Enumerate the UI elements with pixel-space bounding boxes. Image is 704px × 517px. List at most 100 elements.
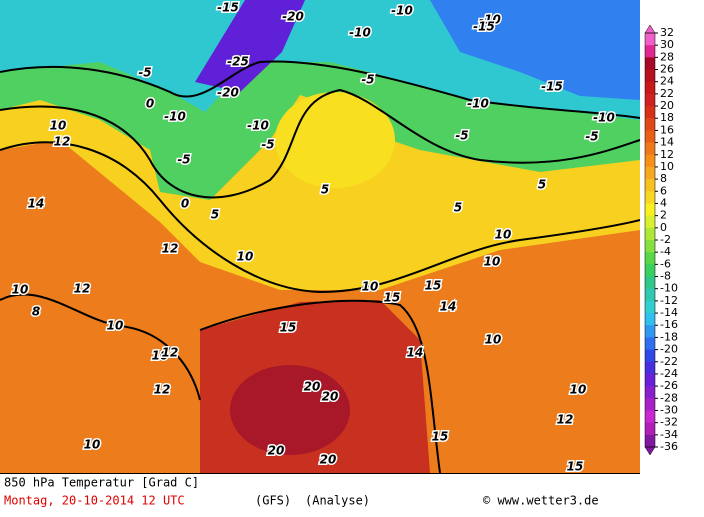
colorbar-label: -4 <box>660 245 671 258</box>
contour-label: 15 <box>425 279 442 293</box>
contour-label: -20 <box>282 10 304 24</box>
colorbar-label: 28 <box>660 50 674 63</box>
contour-label: -10 <box>391 4 413 18</box>
colorbar-band <box>645 386 655 399</box>
contour-label: 5 <box>321 183 329 197</box>
contour-label: 12 <box>154 383 171 397</box>
colorbar-label: 32 <box>660 26 674 39</box>
contour-label: 12 <box>162 242 179 256</box>
contour-label: 10 <box>84 438 101 452</box>
colorbar-label: -2 <box>660 233 671 246</box>
colorbar-label: 24 <box>660 75 674 88</box>
colorbar-label: -18 <box>660 330 678 343</box>
colorbar-cap <box>644 446 656 456</box>
contour-label: -5 <box>138 66 151 80</box>
colorbar-band <box>645 276 655 290</box>
footer-model: (GFS) <box>255 494 291 508</box>
colorbar-band <box>645 81 655 95</box>
contour-label: 10 <box>485 333 502 347</box>
colorbar-label: 2 <box>660 209 667 222</box>
contour-label: 10 <box>484 255 501 269</box>
colorbar-label: 10 <box>660 160 674 173</box>
contour-label: 20 <box>320 453 337 467</box>
colorbar-band <box>645 57 655 71</box>
contour-label: 10 <box>570 383 587 397</box>
colorbar-label: 16 <box>660 123 674 136</box>
colorbar-label: 8 <box>660 172 667 185</box>
colorbar-band <box>645 179 655 192</box>
colorbar-label: 22 <box>660 87 674 100</box>
colorbar-band <box>645 93 655 107</box>
contour-label: -5 <box>177 153 190 167</box>
colorbar-label: 12 <box>660 148 674 161</box>
colorbar: 32302826242220181614121086420-2-4-6-8-10… <box>644 24 678 456</box>
contour-line <box>199 299 441 474</box>
contour-label: -10 <box>593 111 615 125</box>
colorbar-band <box>645 69 655 83</box>
contour-label: -10 <box>479 13 501 27</box>
colorbar-band <box>645 215 655 229</box>
contour-label: 12 <box>557 413 574 427</box>
colorbar-band <box>645 288 655 302</box>
contour-label: 15 <box>280 321 297 335</box>
contour-label: -25 <box>227 55 249 69</box>
contour-label: 12 <box>162 346 179 360</box>
colorbar-band <box>645 106 655 119</box>
contour-label: 0 <box>181 197 189 211</box>
colorbar-label: 6 <box>660 184 667 197</box>
contour-label: 14 <box>28 197 45 211</box>
colorbar-band <box>645 33 655 46</box>
colorbar-band <box>645 166 655 180</box>
colorbar-label: -26 <box>660 379 678 392</box>
footer-title: 850 hPa Temperatur [Grad C] <box>4 476 199 490</box>
contour-label: 10 <box>107 319 124 333</box>
footer: 850 hPa Temperatur [Grad C] Montag, 20-1… <box>0 473 640 508</box>
colorbar-band <box>645 130 655 144</box>
colorbar-label: -10 <box>660 282 678 295</box>
contour-label: -5 <box>361 73 374 87</box>
colorbar-label: -12 <box>660 294 678 307</box>
colorbar-label: -36 <box>660 440 678 453</box>
footer-credit: © www.wetter3.de <box>483 494 599 508</box>
colorbar-band <box>645 337 655 351</box>
colorbar-band <box>645 325 655 338</box>
contours <box>0 60 641 474</box>
colorbar-label: -14 <box>660 306 678 319</box>
map: -15-20 -10-10-15-10-25-5 -5 -15-10-200-10-1… <box>0 0 641 475</box>
contour-label: 14 <box>407 346 424 360</box>
contour-label: 5 <box>211 208 219 222</box>
hottest-zone <box>230 365 350 455</box>
colorbar-band <box>645 264 655 278</box>
contour-label: 20 <box>268 444 285 458</box>
colorbar-band <box>645 191 655 204</box>
contour-label: -5 <box>261 138 274 152</box>
contour-label: -15 <box>541 80 563 94</box>
very-cold-zone <box>430 0 640 100</box>
contour-label: 10 <box>12 283 29 297</box>
colorbar-label: -34 <box>660 428 678 441</box>
contour-label: -10 <box>349 26 371 40</box>
colorbar-label: 30 <box>660 38 674 51</box>
colorbar-band <box>645 313 655 326</box>
colorbar-label: 26 <box>660 63 674 76</box>
colorbar-band <box>645 434 655 448</box>
colorbar-band <box>645 300 655 314</box>
contour-label: 5 <box>538 178 546 192</box>
colorbar-label: -30 <box>660 403 678 416</box>
colorbar-label: -20 <box>660 343 678 356</box>
colorbar-band <box>645 227 655 241</box>
colorbar-band <box>645 240 655 253</box>
footer-date: Montag, 20-10-2014 12 UTC <box>4 494 185 508</box>
contour-label: 20 <box>322 390 339 404</box>
colorbar-band <box>645 118 655 131</box>
colorbar-label: 14 <box>660 136 674 149</box>
contour-line <box>0 60 641 119</box>
colorbar-band <box>645 203 655 217</box>
colorbar-band <box>645 349 655 363</box>
colorbar-label: -28 <box>660 391 678 404</box>
contour-line <box>0 293 201 401</box>
contour-label: 15 <box>432 430 449 444</box>
contour-label: 12 <box>74 282 91 296</box>
contour-label: 10 <box>237 250 254 264</box>
